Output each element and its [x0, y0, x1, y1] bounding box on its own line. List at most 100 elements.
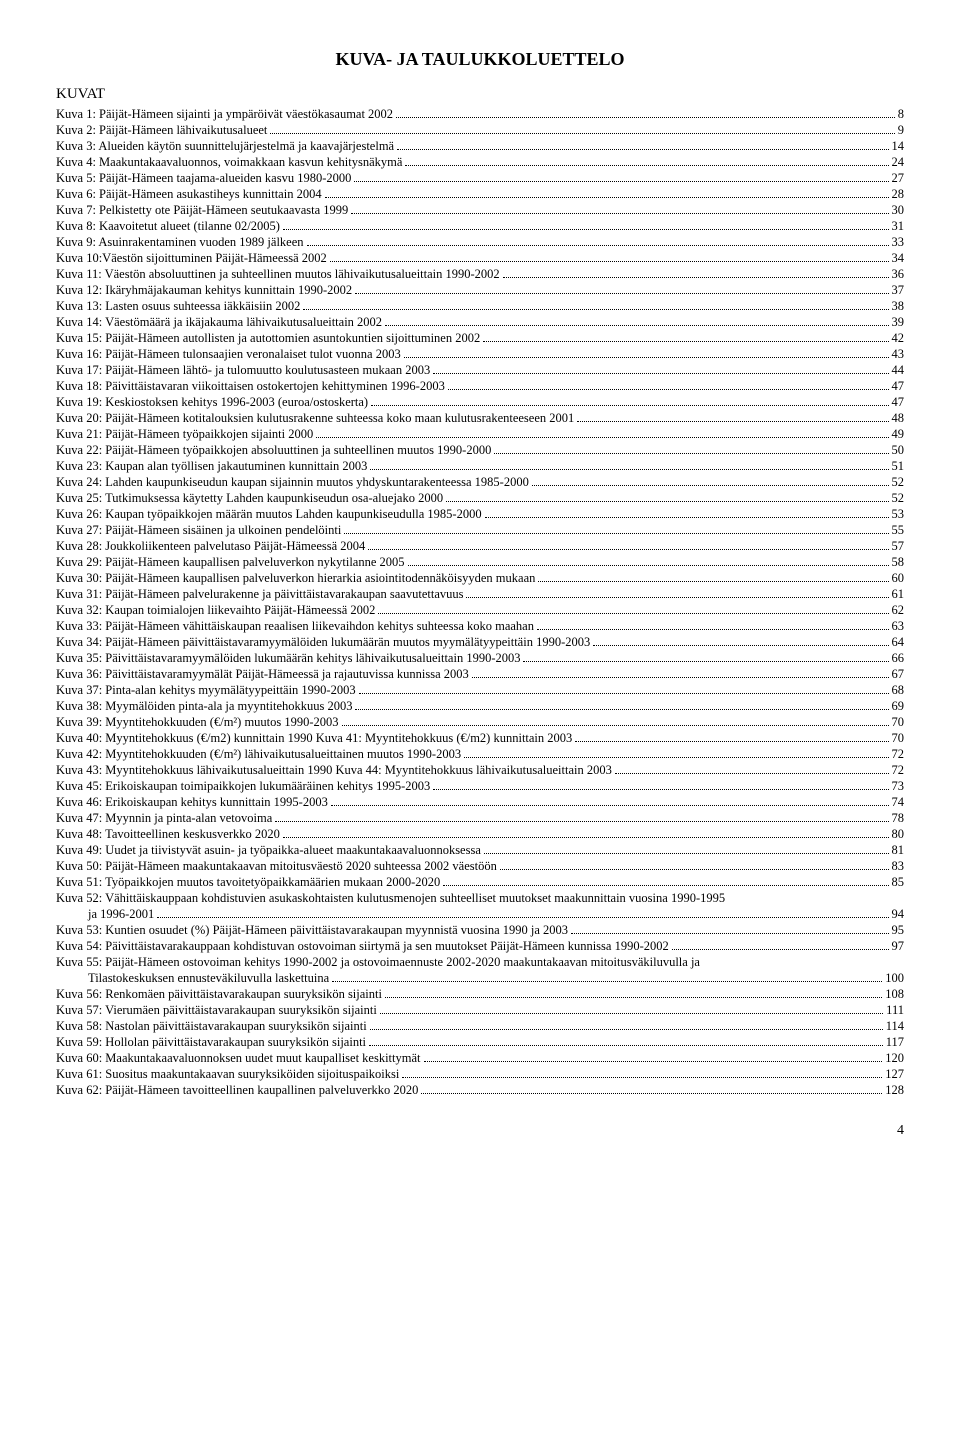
toc-entry-label: Kuva 8: Kaavoitetut alueet (tilanne 02/2…: [56, 218, 280, 234]
toc-leader-dots: [378, 603, 888, 614]
toc-entry: Kuva 26: Kaupan työpaikkojen määrän muut…: [56, 506, 904, 522]
toc-entry: Kuva 32: Kaupan toimialojen liikevaihto …: [56, 602, 904, 618]
toc-entry-label: Kuva 9: Asuinrakentaminen vuoden 1989 jä…: [56, 234, 304, 250]
toc-entry-label: Kuva 54: Päivittäistavarakauppaan kohdis…: [56, 938, 669, 954]
toc-entry-label: Kuva 19: Keskiostoksen kehitys 1996-2003…: [56, 394, 368, 410]
toc-entry: Kuva 10:Väestön sijoittuminen Päijät-Häm…: [56, 250, 904, 266]
toc-entry-label: Kuva 34: Päijät-Hämeen päivittäistavaram…: [56, 634, 590, 650]
toc-entry: Kuva 48: Tavoitteellinen keskusverkko 20…: [56, 826, 904, 842]
toc-entry-page: 69: [892, 698, 905, 714]
toc-leader-dots: [615, 763, 889, 774]
toc-entry-page: 100: [885, 970, 904, 986]
toc-leader-dots: [464, 747, 888, 758]
toc-entry-page: 83: [892, 858, 905, 874]
toc-leader-dots: [342, 715, 889, 726]
toc-entry-page: 63: [892, 618, 905, 634]
toc-entry: Kuva 62: Päijät-Hämeen tavoitteellinen k…: [56, 1082, 904, 1098]
toc-entry-page: 95: [892, 922, 905, 938]
toc-entry-label: Kuva 52: Vähittäiskauppaan kohdistuvien …: [56, 890, 725, 906]
toc-entry: Kuva 9: Asuinrakentaminen vuoden 1989 jä…: [56, 234, 904, 250]
toc-leader-dots: [303, 299, 888, 310]
toc-entry: Kuva 36: Päivittäistavaramyymälät Päijät…: [56, 666, 904, 682]
toc-entry: Kuva 60: Maakuntakaavaluonnoksen uudet m…: [56, 1050, 904, 1066]
toc-entry-page: 28: [892, 186, 905, 202]
toc-entry-label: Kuva 39: Myyntitehokkuuden (€/m²) muutos…: [56, 714, 339, 730]
toc-entry: Kuva 47: Myynnin ja pinta-alan vetovoima…: [56, 810, 904, 826]
toc-leader-dots: [359, 683, 889, 694]
toc-entry-label: Kuva 31: Päijät-Hämeen palvelurakenne ja…: [56, 586, 463, 602]
toc-entry-label: Kuva 27: Päijät-Hämeen sisäinen ja ulkoi…: [56, 522, 341, 538]
toc-entry: Kuva 7: Pelkistetty ote Päijät-Hämeen se…: [56, 202, 904, 218]
toc-entry-page: 36: [892, 266, 905, 282]
toc-entry-label: Kuva 38: Myymälöiden pinta-ala ja myynti…: [56, 698, 352, 714]
toc-entry: Kuva 59: Hollolan päivittäistavarakaupan…: [56, 1034, 904, 1050]
toc-entry-label: Kuva 51: Työpaikkojen muutos tavoitetyöp…: [56, 874, 440, 890]
toc-entry: Kuva 40: Myyntitehokkuus (€/m2) kunnitta…: [56, 730, 904, 746]
toc-entry: Kuva 24: Lahden kaupunkiseudun kaupan si…: [56, 474, 904, 490]
toc-entry-page: 73: [892, 778, 905, 794]
toc-entry-label: Kuva 24: Lahden kaupunkiseudun kaupan si…: [56, 474, 529, 490]
toc-entry: Kuva 49: Uudet ja tiivistyvät asuin- ja …: [56, 842, 904, 858]
toc-entry-label: Kuva 20: Päijät-Hämeen kotitalouksien ku…: [56, 410, 574, 426]
toc-entry: Kuva 15: Päijät-Hämeen autollisten ja au…: [56, 330, 904, 346]
toc-entry: Kuva 45: Erikoiskaupan toimipaikkojen lu…: [56, 778, 904, 794]
toc-leader-dots: [402, 1067, 882, 1078]
toc-entry-page: 66: [892, 650, 905, 666]
toc-leader-dots: [421, 1083, 882, 1094]
toc-entry-page: 80: [892, 826, 905, 842]
toc-leader-dots: [500, 859, 889, 870]
toc-entry-page: 78: [892, 810, 905, 826]
toc-entry-page: 24: [892, 154, 905, 170]
page-number: 4: [56, 1122, 904, 1140]
toc-entry: Kuva 28: Joukkoliikenteen palvelutaso Pä…: [56, 538, 904, 554]
toc-entry-label: Kuva 32: Kaupan toimialojen liikevaihto …: [56, 602, 375, 618]
toc-entry: Kuva 17: Päijät-Hämeen lähtö- ja tulomuu…: [56, 362, 904, 378]
toc-entry-page: 62: [892, 602, 905, 618]
toc-leader-dots: [593, 635, 888, 646]
toc-entry-page: 85: [892, 874, 905, 890]
toc-entry: Kuva 58: Nastolan päivittäistavarakaupan…: [56, 1018, 904, 1034]
toc-entry-page: 30: [892, 202, 905, 218]
toc-entry-label: Kuva 14: Väestömäärä ja ikäjakauma lähiv…: [56, 314, 382, 330]
toc-entry: Kuva 30: Päijät-Hämeen kaupallisen palve…: [56, 570, 904, 586]
toc-entry-label: Kuva 22: Päijät-Hämeen työpaikkojen abso…: [56, 442, 491, 458]
toc-entry: Kuva 19: Keskiostoksen kehitys 1996-2003…: [56, 394, 904, 410]
toc-leader-dots: [408, 555, 889, 566]
toc-entry-page: 49: [892, 426, 905, 442]
toc-leader-dots: [354, 171, 888, 182]
toc-leader-dots: [466, 587, 888, 598]
toc-entry: Kuva 54: Päivittäistavarakauppaan kohdis…: [56, 938, 904, 954]
toc-entry-label: Kuva 6: Päijät-Hämeen asukastiheys kunni…: [56, 186, 322, 202]
toc-entry-label: Kuva 53: Kuntien osuudet (%) Päijät-Häme…: [56, 922, 568, 938]
toc-entry-label: Kuva 21: Päijät-Hämeen työpaikkojen sija…: [56, 426, 313, 442]
toc-leader-dots: [396, 107, 895, 118]
toc-entry-page: 47: [892, 378, 905, 394]
toc-entry: Kuva 46: Erikoiskaupan kehitys kunnittai…: [56, 794, 904, 810]
toc-leader-dots: [424, 1051, 883, 1062]
toc-entry-page: 57: [892, 538, 905, 554]
toc-leader-dots: [355, 283, 888, 294]
toc-entry-page: 120: [885, 1050, 904, 1066]
toc-entry-label: Kuva 57: Vierumäen päivittäistavarakaupa…: [56, 1002, 377, 1018]
toc-entry-page: 33: [892, 234, 905, 250]
toc-list: Kuva 1: Päijät-Hämeen sijainti ja ympärö…: [56, 106, 904, 1098]
toc-entry-page: 52: [892, 490, 905, 506]
toc-entry-page: 64: [892, 634, 905, 650]
toc-entry-label: Kuva 2: Päijät-Hämeen lähivaikutusalueet: [56, 122, 267, 138]
toc-entry-label: Kuva 45: Erikoiskaupan toimipaikkojen lu…: [56, 778, 430, 794]
toc-entry-page: 53: [892, 506, 905, 522]
toc-entry-label: Kuva 13: Lasten osuus suhteessa iäkkäisi…: [56, 298, 300, 314]
toc-leader-dots: [571, 923, 888, 934]
toc-leader-dots: [483, 331, 888, 342]
toc-entry: Kuva 35: Päivittäistavaramyymälöiden luk…: [56, 650, 904, 666]
toc-leader-dots: [370, 459, 888, 470]
toc-entry-label: Kuva 62: Päijät-Hämeen tavoitteellinen k…: [56, 1082, 418, 1098]
toc-entry-label: Kuva 58: Nastolan päivittäistavarakaupan…: [56, 1018, 367, 1034]
toc-entry-label: Kuva 40: Myyntitehokkuus (€/m2) kunnitta…: [56, 730, 572, 746]
toc-leader-dots: [355, 699, 888, 710]
toc-entry: Kuva 3: Alueiden käytön suunnittelujärje…: [56, 138, 904, 154]
toc-entry-page: 27: [892, 170, 905, 186]
toc-leader-dots: [433, 363, 888, 374]
toc-entry-label: Kuva 7: Pelkistetty ote Päijät-Hämeen se…: [56, 202, 348, 218]
toc-leader-dots: [537, 619, 889, 630]
